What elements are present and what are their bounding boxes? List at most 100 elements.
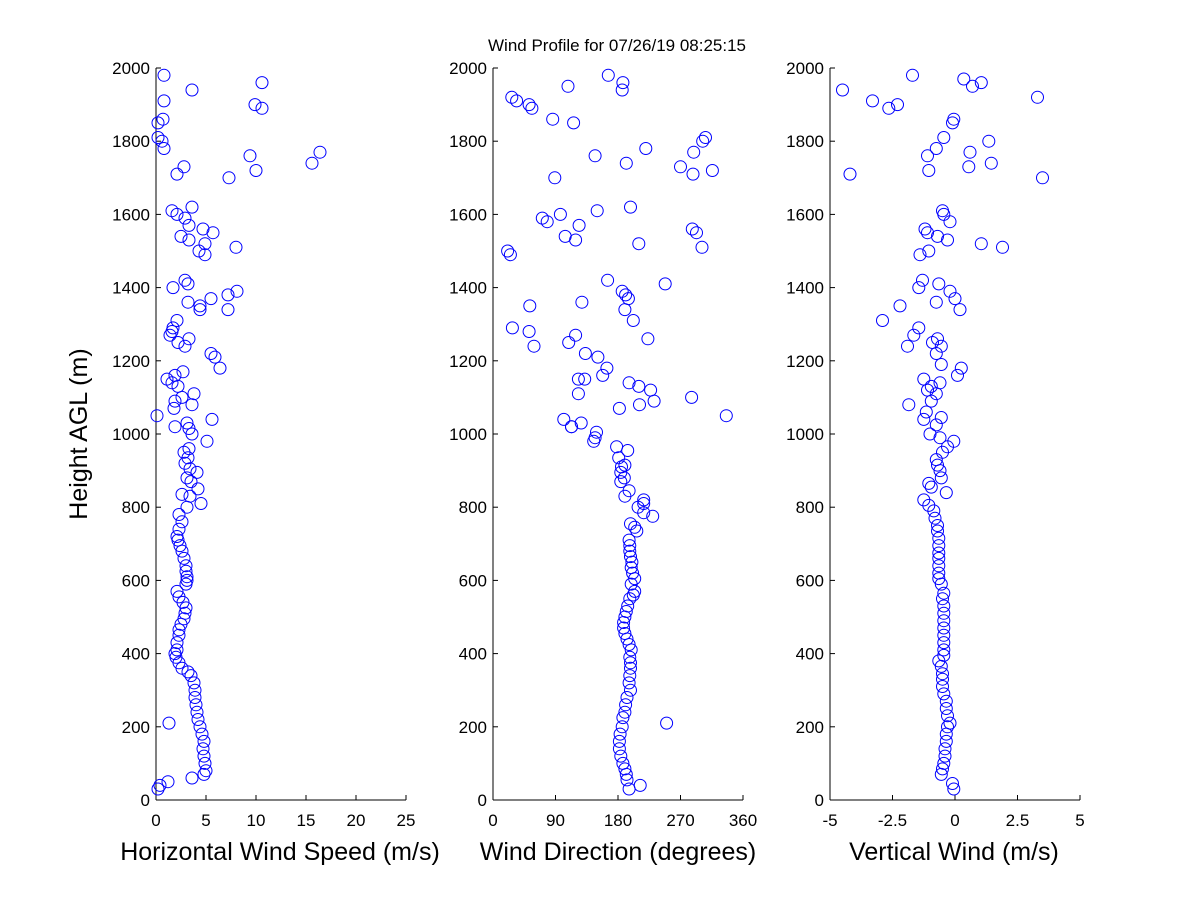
data-point bbox=[620, 691, 634, 704]
panel-horizontal-wind-speed: 0 200 400 600 800 1000 1200 1400 1600 1800 2000 0 5 1… bbox=[65, 59, 440, 866]
data-point bbox=[615, 83, 629, 97]
data-point bbox=[170, 584, 184, 598]
data-point bbox=[558, 229, 572, 243]
data-point bbox=[165, 376, 179, 390]
data-point bbox=[937, 621, 951, 635]
data-point bbox=[996, 240, 1009, 254]
data-point bbox=[936, 762, 949, 776]
data-point bbox=[937, 648, 951, 662]
y-tick-label: 1600 bbox=[449, 205, 487, 224]
data-point bbox=[197, 734, 211, 748]
data-point bbox=[616, 756, 630, 770]
data-point bbox=[170, 314, 184, 327]
x-tick-label: 0 bbox=[950, 811, 959, 830]
panel-1-ticks: 0 200 400 600 800 1000 1200 1400 1600 1800 2000 0 5 1… bbox=[112, 59, 415, 830]
data-point bbox=[213, 361, 227, 375]
data-point bbox=[510, 94, 524, 108]
data-point bbox=[178, 211, 192, 225]
data-point bbox=[622, 533, 636, 547]
data-point bbox=[943, 284, 957, 298]
data-point bbox=[612, 742, 626, 756]
data-point bbox=[601, 273, 615, 287]
data-point bbox=[195, 727, 209, 741]
data-point bbox=[907, 328, 921, 342]
data-point bbox=[193, 720, 207, 734]
data-point bbox=[522, 325, 536, 338]
x-tick-label: -5 bbox=[822, 811, 837, 830]
data-point bbox=[836, 83, 849, 97]
data-point bbox=[937, 599, 951, 613]
data-point bbox=[177, 551, 191, 565]
data-point bbox=[588, 149, 602, 163]
data-point bbox=[924, 379, 938, 393]
data-point bbox=[172, 628, 186, 642]
data-point bbox=[618, 762, 632, 776]
data-point bbox=[622, 484, 636, 498]
data-point bbox=[182, 218, 196, 232]
data-point bbox=[901, 339, 914, 353]
data-point bbox=[1031, 90, 1044, 104]
x-tick-label: 15 bbox=[297, 811, 316, 830]
data-point bbox=[893, 299, 907, 313]
data-point bbox=[172, 623, 186, 637]
data-point bbox=[932, 559, 946, 573]
panel-2-points bbox=[501, 68, 733, 796]
data-point bbox=[934, 471, 948, 485]
data-point bbox=[719, 409, 733, 423]
x-tick-label: 270 bbox=[666, 811, 694, 830]
data-point bbox=[923, 427, 937, 441]
data-point bbox=[660, 716, 674, 730]
data-point bbox=[943, 716, 957, 730]
data-point bbox=[610, 440, 624, 454]
data-point bbox=[962, 160, 976, 174]
data-point bbox=[647, 394, 661, 408]
data-point bbox=[906, 68, 919, 82]
y-tick-label: 200 bbox=[796, 718, 824, 737]
data-point bbox=[185, 398, 199, 412]
data-point bbox=[179, 564, 193, 578]
data-point bbox=[984, 156, 998, 170]
data-point bbox=[941, 233, 954, 247]
data-point bbox=[249, 164, 263, 177]
y-tick-label: 2000 bbox=[112, 59, 150, 78]
data-point bbox=[178, 606, 192, 620]
data-point bbox=[204, 347, 218, 360]
data-point bbox=[974, 76, 988, 90]
data-point bbox=[941, 720, 954, 734]
data-point bbox=[163, 328, 177, 342]
data-point bbox=[616, 76, 630, 90]
y-tick-label: 400 bbox=[122, 645, 150, 664]
data-point bbox=[172, 590, 186, 604]
data-point bbox=[590, 204, 604, 218]
x-tick-label: 20 bbox=[347, 811, 366, 830]
data-point bbox=[185, 83, 199, 97]
data-point bbox=[180, 471, 194, 485]
y-tick-label: 1200 bbox=[449, 352, 487, 371]
y-tick-label: 0 bbox=[815, 791, 824, 810]
data-point bbox=[168, 647, 182, 661]
data-point bbox=[624, 656, 637, 670]
data-point bbox=[578, 347, 592, 360]
data-point bbox=[175, 515, 189, 529]
data-point bbox=[932, 551, 946, 565]
data-point bbox=[922, 476, 936, 490]
x-tick-label: 360 bbox=[729, 811, 757, 830]
data-point bbox=[180, 573, 194, 587]
data-point bbox=[562, 336, 576, 349]
data-point bbox=[699, 131, 712, 144]
data-point bbox=[939, 486, 953, 500]
data-point bbox=[932, 539, 946, 553]
x-tick-label: 0 bbox=[488, 811, 497, 830]
data-point bbox=[933, 376, 947, 390]
data-point bbox=[882, 101, 896, 115]
data-point bbox=[623, 669, 637, 683]
data-point bbox=[957, 72, 971, 86]
data-point bbox=[624, 561, 638, 575]
data-point bbox=[205, 412, 219, 426]
data-point bbox=[569, 328, 583, 342]
data-point bbox=[954, 361, 968, 375]
data-point bbox=[626, 566, 640, 580]
panel-vertical-wind: 0 200 400 600 800 1000 1200 1400 1600 1800 2000 -5 -… bbox=[786, 59, 1085, 866]
data-point bbox=[866, 94, 879, 108]
